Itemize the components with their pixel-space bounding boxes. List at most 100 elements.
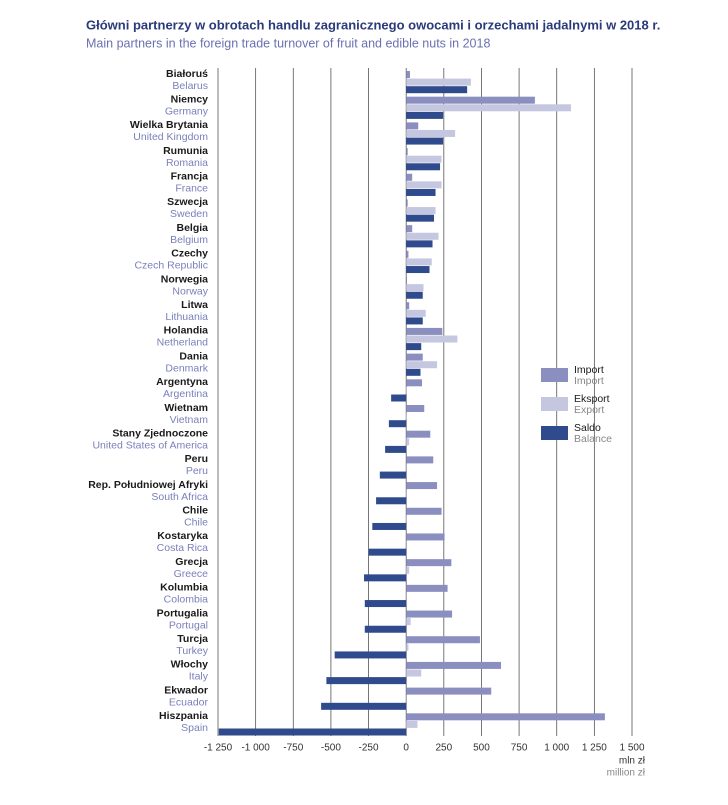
- category-label: Grecja: [175, 556, 208, 568]
- category-label-en: South Africa: [151, 491, 208, 503]
- category-label-en: Portugal: [169, 619, 208, 631]
- category-label: Chile: [182, 505, 208, 517]
- category-label-en: United Kingdom: [133, 131, 208, 143]
- x-tick-label: -250: [359, 743, 379, 754]
- bar: [406, 438, 409, 445]
- bar: [369, 549, 407, 556]
- category-label: Kostaryka: [157, 530, 208, 542]
- bar: [406, 611, 452, 618]
- bar: [406, 292, 423, 299]
- category-label: Peru: [185, 453, 208, 465]
- x-axis-label: mln zł: [619, 756, 646, 767]
- bar: [406, 215, 434, 222]
- category-label: Litwa: [181, 299, 208, 311]
- bar: [406, 328, 442, 335]
- x-axis-label-en: million zł: [607, 768, 646, 779]
- bar: [406, 343, 421, 350]
- category-label: Niemcy: [171, 93, 209, 105]
- category-label: Rep. Południowej Afryki: [88, 479, 208, 491]
- category-label: Portugalia: [157, 607, 209, 619]
- bar: [406, 130, 455, 137]
- category-label: Rumunia: [163, 145, 208, 157]
- category-label-en: Belarus: [172, 80, 208, 92]
- bar: [372, 523, 406, 530]
- category-label-en: Spain: [181, 722, 208, 734]
- chart-subtitle: Main partners in the foreign trade turno…: [86, 36, 490, 50]
- bar: [406, 240, 432, 247]
- bar: [406, 644, 408, 651]
- bar: [406, 284, 423, 291]
- bar: [406, 251, 408, 258]
- bar: [406, 122, 418, 129]
- x-tick-label: 500: [473, 743, 490, 754]
- bar: [406, 189, 435, 196]
- bar: [406, 97, 535, 104]
- bar: [321, 703, 406, 710]
- bar: [406, 559, 451, 566]
- bar: [406, 266, 429, 273]
- bar: [406, 688, 491, 695]
- bar: [406, 310, 426, 317]
- bar: [365, 600, 406, 607]
- bar: [406, 104, 571, 111]
- bar: [406, 207, 435, 214]
- bar: [406, 225, 412, 232]
- bar: [406, 302, 409, 309]
- category-label: Hiszpania: [159, 710, 208, 722]
- legend-label-en: Export: [574, 404, 604, 416]
- category-label-en: Lithuania: [165, 311, 208, 323]
- category-label: Dania: [179, 350, 208, 362]
- bar: [391, 395, 406, 402]
- x-tick-label: 0: [403, 743, 409, 754]
- bar: [406, 71, 410, 78]
- x-tick-label: -750: [283, 743, 303, 754]
- legend-swatch: [541, 397, 568, 411]
- category-label-en: Peru: [186, 465, 208, 477]
- bar: [326, 677, 406, 684]
- category-label-en: Colombia: [164, 594, 209, 606]
- category-label: Turcja: [177, 633, 208, 645]
- category-label-en: Czech Republic: [134, 260, 208, 272]
- bar: [406, 199, 408, 206]
- category-label: Francja: [171, 171, 209, 183]
- x-tick-label: -1 250: [204, 743, 233, 754]
- bar: [406, 79, 471, 86]
- bar: [406, 148, 408, 155]
- x-tick-label: 750: [511, 743, 528, 754]
- bar: [380, 472, 406, 479]
- legend-swatch: [541, 368, 568, 382]
- bar: [406, 174, 412, 181]
- bar: [406, 490, 407, 497]
- category-label-en: Ecuador: [169, 696, 209, 708]
- category-label-en: Romania: [166, 157, 208, 169]
- bar: [406, 369, 420, 376]
- bar: [406, 456, 433, 463]
- x-tick-label: 1 250: [582, 743, 607, 754]
- bar: [406, 138, 443, 145]
- category-label-en: Argentina: [163, 388, 208, 400]
- bar: [335, 651, 407, 658]
- category-label: Holandia: [164, 325, 208, 337]
- x-tick-label: 1 000: [544, 743, 569, 754]
- bar: [376, 497, 406, 504]
- bar: [406, 636, 480, 643]
- bar: [406, 354, 423, 361]
- x-tick-label: -1 000: [241, 743, 270, 754]
- category-label: Włochy: [171, 659, 208, 671]
- bar: [406, 721, 417, 728]
- bar: [406, 431, 430, 438]
- bar: [406, 112, 443, 119]
- x-tick-label: -500: [321, 743, 341, 754]
- bar: [406, 86, 467, 93]
- category-label-en: Sweden: [170, 208, 208, 220]
- legend-label-en: Balance: [574, 433, 612, 445]
- bar: [406, 233, 438, 240]
- bar: [406, 379, 422, 386]
- bar: [365, 626, 406, 633]
- bar: [406, 670, 421, 677]
- category-label: Wielka Brytania: [130, 119, 208, 131]
- category-label-en: United States of America: [92, 439, 208, 451]
- category-label-en: Belgium: [170, 234, 208, 246]
- legend-label-en: Import: [574, 375, 604, 387]
- bar: [406, 618, 411, 625]
